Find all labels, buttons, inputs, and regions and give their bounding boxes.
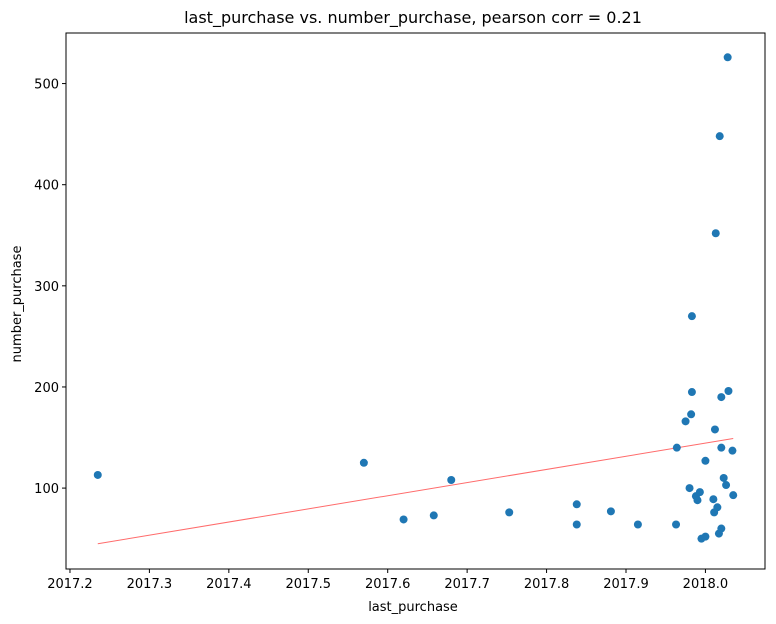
data-point xyxy=(701,532,710,541)
x-tick-label: 2018.0 xyxy=(683,577,729,592)
y-tick-label: 300 xyxy=(34,280,59,295)
x-axis-label: last_purchase xyxy=(368,600,458,615)
data-point xyxy=(359,458,368,467)
plot-frame xyxy=(65,32,766,570)
data-point xyxy=(685,484,694,493)
y-tick-label: 400 xyxy=(34,179,59,194)
trendline xyxy=(97,438,734,545)
data-point xyxy=(687,312,696,321)
x-tick-label: 2017.6 xyxy=(365,577,411,592)
x-tick-label: 2017.3 xyxy=(127,577,173,592)
x-tick-label: 2017.7 xyxy=(444,577,490,592)
data-point xyxy=(606,507,615,516)
data-point xyxy=(722,481,731,490)
data-point xyxy=(505,508,514,517)
data-point xyxy=(681,417,690,426)
data-point xyxy=(672,520,681,529)
data-point xyxy=(93,470,102,479)
data-point xyxy=(729,491,738,500)
data-point xyxy=(711,229,720,238)
data-point xyxy=(633,520,642,529)
data-point xyxy=(687,388,696,397)
y-axis: 100 200 300 400 500 xyxy=(34,78,66,497)
x-tick-label: 2017.5 xyxy=(286,577,332,592)
data-point xyxy=(572,520,581,529)
data-point xyxy=(724,387,733,396)
y-axis-label: number_purchase xyxy=(10,246,25,363)
data-point xyxy=(429,511,438,520)
x-axis: 2017.2 2017.3 2017.4 2017.5 2017.6 2017.7 2017… xyxy=(47,569,728,592)
data-point xyxy=(717,524,726,533)
x-tick-label: 2017.8 xyxy=(524,577,570,592)
data-point xyxy=(723,53,732,62)
data-point xyxy=(399,515,408,524)
y-tick-label: 500 xyxy=(34,78,59,93)
chart-title: last_purchase vs. number_purchase, pears… xyxy=(184,8,642,28)
data-point xyxy=(713,503,722,512)
data-point xyxy=(709,495,718,504)
data-point xyxy=(572,500,581,509)
x-tick-label: 2017.4 xyxy=(206,577,252,592)
y-tick-label: 200 xyxy=(34,381,59,396)
data-point xyxy=(728,446,737,455)
data-point xyxy=(715,132,724,141)
data-point xyxy=(719,473,728,482)
data-point xyxy=(717,443,726,452)
plot-area xyxy=(65,32,766,570)
data-point xyxy=(717,393,726,402)
data-point xyxy=(701,456,710,465)
data-point xyxy=(710,425,719,434)
data-point xyxy=(687,410,696,419)
data-point xyxy=(447,476,456,485)
x-tick-label: 2017.9 xyxy=(603,577,649,592)
data-point xyxy=(693,496,702,505)
y-tick-label: 100 xyxy=(34,482,59,497)
data-point xyxy=(672,443,681,452)
x-tick-label: 2017.2 xyxy=(47,577,93,592)
data-point xyxy=(695,488,704,497)
